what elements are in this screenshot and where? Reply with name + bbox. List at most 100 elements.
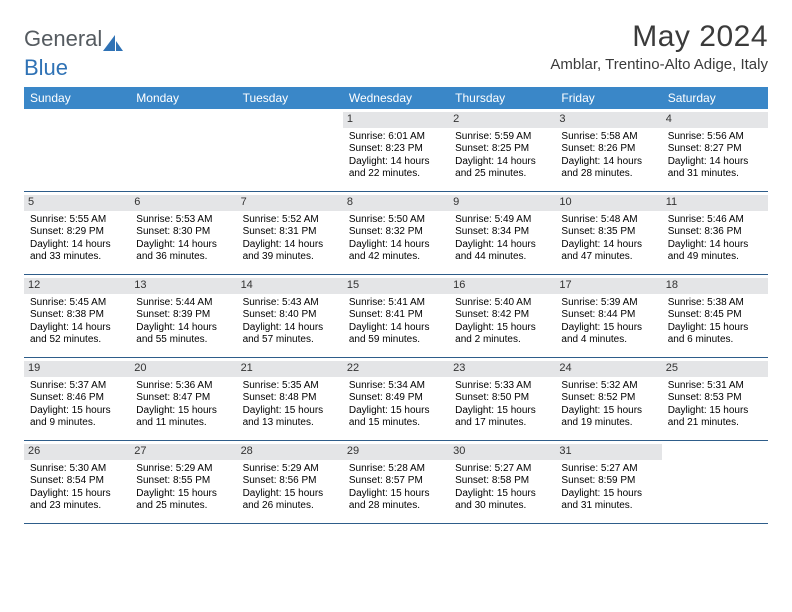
day-cell: 19Sunrise: 5:37 AMSunset: 8:46 PMDayligh…: [24, 358, 130, 440]
sunrise-text: Sunrise: 5:29 AM: [136, 463, 230, 476]
sunset-text: Sunset: 8:46 PM: [30, 392, 124, 405]
sunrise-text: Sunrise: 5:27 AM: [561, 463, 655, 476]
daylight-text: Daylight: 15 hours and 26 minutes.: [243, 488, 337, 513]
day-cell: 18Sunrise: 5:38 AMSunset: 8:45 PMDayligh…: [662, 275, 768, 357]
daylight-text: Daylight: 14 hours and 36 minutes.: [136, 239, 230, 264]
daylight-text: Daylight: 14 hours and 49 minutes.: [668, 239, 762, 264]
logo-text-a: General: [24, 26, 102, 52]
day-cell: 28Sunrise: 5:29 AMSunset: 8:56 PMDayligh…: [237, 441, 343, 523]
sunrise-text: Sunrise: 5:34 AM: [349, 380, 443, 393]
sunrise-text: Sunrise: 5:35 AM: [243, 380, 337, 393]
day-cell: 12 Sunrise: 5:45 AMSunset: 8:38 PMDayligh…: [24, 275, 130, 357]
sunrise-text: Sunrise: 5:45 AM: [30, 297, 124, 310]
sunset-text: Sunset: 8:50 PM: [455, 392, 549, 405]
day-cell: 11Sunrise: 5:46 AMSunset: 8:36 PMDayligh…: [662, 192, 768, 274]
day-cell: 24Sunrise: 5:32 AMSunset: 8:52 PMDayligh…: [555, 358, 661, 440]
day-cell: 14 Sunrise: 5:43 AMSunset: 8:40 PMDayligh…: [237, 275, 343, 357]
day-number: 12: [24, 278, 130, 294]
day-cell: 4Sunrise: 5:56 AMSunset: 8:27 PMDaylight…: [662, 109, 768, 191]
day-cell: 21Sunrise: 5:35 AMSunset: 8:48 PMDayligh…: [237, 358, 343, 440]
daylight-text: Daylight: 14 hours and 52 minutes.: [30, 322, 124, 347]
day-cell: [130, 109, 236, 191]
day-number: 28: [237, 444, 343, 460]
sunrise-text: Sunrise: 5:27 AM: [455, 463, 549, 476]
sunrise-text: Sunrise: 5:28 AM: [349, 463, 443, 476]
sunrise-text: Sunrise: 5:43 AM: [243, 297, 337, 310]
sunset-text: Sunset: 8:30 PM: [136, 226, 230, 239]
daylight-text: Daylight: 15 hours and 2 minutes.: [455, 322, 549, 347]
day-cell: 26Sunrise: 5:30 AMSunset: 8:54 PMDayligh…: [24, 441, 130, 523]
logo-text-b: Blue: [24, 55, 768, 81]
daylight-text: Daylight: 14 hours and 44 minutes.: [455, 239, 549, 264]
sunset-text: Sunset: 8:34 PM: [455, 226, 549, 239]
sunrise-text: Sunrise: 5:52 AM: [243, 214, 337, 227]
sunrise-text: Sunrise: 5:58 AM: [561, 131, 655, 144]
logo: General: [24, 20, 123, 52]
daylight-text: Daylight: 15 hours and 4 minutes.: [561, 322, 655, 347]
dayhead-sun: Sunday: [24, 87, 130, 109]
day-number: 1: [343, 112, 449, 128]
sunset-text: Sunset: 8:53 PM: [668, 392, 762, 405]
day-number: 4: [662, 112, 768, 128]
sunset-text: Sunset: 8:52 PM: [561, 392, 655, 405]
daylight-text: Daylight: 14 hours and 57 minutes.: [243, 322, 337, 347]
day-cell: 29Sunrise: 5:28 AMSunset: 8:57 PMDayligh…: [343, 441, 449, 523]
sunrise-text: Sunrise: 5:53 AM: [136, 214, 230, 227]
daylight-text: Daylight: 15 hours and 23 minutes.: [30, 488, 124, 513]
sunrise-text: Sunrise: 5:50 AM: [349, 214, 443, 227]
sunset-text: Sunset: 8:49 PM: [349, 392, 443, 405]
sunset-text: Sunset: 8:25 PM: [455, 143, 549, 156]
day-number: 17: [555, 278, 661, 294]
sunrise-text: Sunrise: 5:32 AM: [561, 380, 655, 393]
sunset-text: Sunset: 8:23 PM: [349, 143, 443, 156]
sunset-text: Sunset: 8:58 PM: [455, 475, 549, 488]
day-cell: 8Sunrise: 5:50 AMSunset: 8:32 PMDaylight…: [343, 192, 449, 274]
daylight-text: Daylight: 15 hours and 30 minutes.: [455, 488, 549, 513]
day-number: 11: [662, 195, 768, 211]
day-number: 9: [449, 195, 555, 211]
day-cell: 31Sunrise: 5:27 AMSunset: 8:59 PMDayligh…: [555, 441, 661, 523]
week-row: 5Sunrise: 5:55 AMSunset: 8:29 PMDaylight…: [24, 192, 768, 275]
sunset-text: Sunset: 8:40 PM: [243, 309, 337, 322]
day-number: 26: [24, 444, 130, 460]
sunrise-text: Sunrise: 5:41 AM: [349, 297, 443, 310]
sunrise-text: Sunrise: 5:59 AM: [455, 131, 549, 144]
sunrise-text: Sunrise: 5:46 AM: [668, 214, 762, 227]
day-number: 16: [449, 278, 555, 294]
day-cell: 20Sunrise: 5:36 AMSunset: 8:47 PMDayligh…: [130, 358, 236, 440]
sunrise-text: Sunrise: 5:56 AM: [668, 131, 762, 144]
daylight-text: Daylight: 15 hours and 9 minutes.: [30, 405, 124, 430]
sunset-text: Sunset: 8:38 PM: [30, 309, 124, 322]
day-number: 6: [130, 195, 236, 211]
sunset-text: Sunset: 8:29 PM: [30, 226, 124, 239]
sunset-text: Sunset: 8:42 PM: [455, 309, 549, 322]
sunrise-text: Sunrise: 5:29 AM: [243, 463, 337, 476]
dayhead-tue: Tuesday: [237, 87, 343, 109]
sunrise-text: Sunrise: 5:49 AM: [455, 214, 549, 227]
sunset-text: Sunset: 8:44 PM: [561, 309, 655, 322]
dayhead-mon: Monday: [130, 87, 236, 109]
day-cell: 15Sunrise: 5:41 AMSunset: 8:41 PMDayligh…: [343, 275, 449, 357]
day-number: 10: [555, 195, 661, 211]
sunrise-text: Sunrise: 5:36 AM: [136, 380, 230, 393]
sunset-text: Sunset: 8:39 PM: [136, 309, 230, 322]
daylight-text: Daylight: 14 hours and 33 minutes.: [30, 239, 124, 264]
calendar: Sunday Monday Tuesday Wednesday Thursday…: [24, 87, 768, 524]
daylight-text: Daylight: 14 hours and 22 minutes.: [349, 156, 443, 181]
day-number: 3: [555, 112, 661, 128]
day-number: 20: [130, 361, 236, 377]
dayhead-wed: Wednesday: [343, 87, 449, 109]
daylight-text: Daylight: 15 hours and 15 minutes.: [349, 405, 443, 430]
day-cell: 25Sunrise: 5:31 AMSunset: 8:53 PMDayligh…: [662, 358, 768, 440]
sunset-text: Sunset: 8:59 PM: [561, 475, 655, 488]
daylight-text: Daylight: 14 hours and 42 minutes.: [349, 239, 443, 264]
day-cell: 1Sunrise: 6:01 AMSunset: 8:23 PMDaylight…: [343, 109, 449, 191]
sunrise-text: Sunrise: 5:37 AM: [30, 380, 124, 393]
daylight-text: Daylight: 15 hours and 13 minutes.: [243, 405, 337, 430]
month-title: May 2024: [550, 20, 768, 54]
daylight-text: Daylight: 14 hours and 28 minutes.: [561, 156, 655, 181]
sunset-text: Sunset: 8:54 PM: [30, 475, 124, 488]
daylight-text: Daylight: 14 hours and 47 minutes.: [561, 239, 655, 264]
day-number: 14: [237, 278, 343, 294]
sunset-text: Sunset: 8:31 PM: [243, 226, 337, 239]
